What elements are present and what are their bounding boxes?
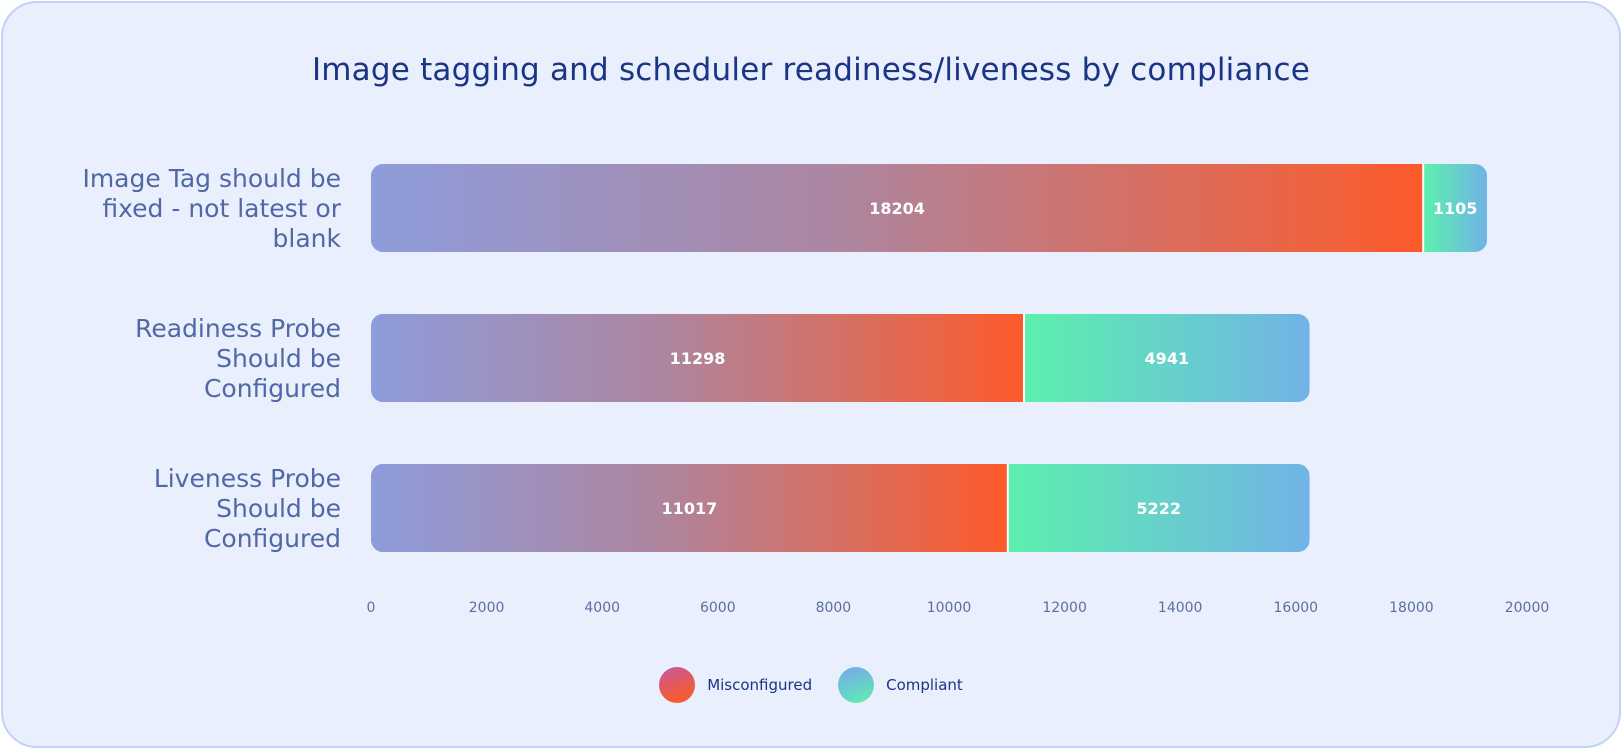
x-tick-label: 8000: [816, 600, 852, 616]
data-label: 11017: [662, 499, 718, 518]
bar-row: [371, 464, 1310, 552]
chart-title: Image tagging and scheduler readiness/li…: [311, 52, 1311, 88]
x-tick-label: 10000: [927, 600, 972, 616]
bars-layer: 18204 1105 11298 4941 11017 5222: [371, 164, 1488, 552]
x-tick-label: 6000: [700, 600, 736, 616]
data-label: 1105: [1433, 199, 1478, 218]
x-tick-label: 2000: [469, 600, 505, 616]
bar-compliant[interactable]: [1423, 164, 1488, 252]
x-tick-label: 0: [367, 600, 376, 616]
segment-divider: [1006, 464, 1009, 552]
data-label: 18204: [869, 199, 925, 218]
legend-swatch-misconfigured: [659, 667, 696, 703]
x-tick-label: 20000: [1505, 600, 1550, 616]
segment-divider: [1023, 314, 1026, 402]
x-axis: 0 2000 4000 6000 8000 10000 12000 14000 16000 180…: [367, 600, 1550, 616]
bar-misconfigured[interactable]: [371, 314, 1025, 402]
x-tick-label: 18000: [1389, 600, 1434, 616]
legend: Misconfigured Compliant: [0, 667, 1622, 703]
x-tick-label: 4000: [584, 600, 620, 616]
data-label: 5222: [1136, 499, 1181, 518]
segment-divider: [1422, 164, 1425, 252]
legend-swatch-compliant: [838, 667, 875, 703]
legend-item-misconfigured[interactable]: Misconfigured: [659, 667, 812, 703]
legend-item-compliant[interactable]: Compliant: [838, 667, 963, 703]
category-labels: Image Tag should be fixed - not latest or…: [82, 164, 341, 553]
x-tick-label: 12000: [1042, 600, 1087, 616]
legend-label-misconfigured: Misconfigured: [707, 676, 813, 694]
x-tick-label: 14000: [1158, 600, 1203, 616]
category-label: Image Tag should be fixed - not latest or…: [82, 164, 341, 253]
data-label: 11298: [670, 349, 726, 368]
bar-row: [371, 164, 1488, 252]
bar-misconfigured[interactable]: [371, 464, 1008, 552]
category-label: Readiness Probe Should be Configured: [135, 314, 341, 403]
bar-misconfigured[interactable]: [371, 164, 1424, 252]
bar-compliant[interactable]: [1007, 464, 1310, 552]
data-label: 4941: [1145, 349, 1190, 368]
bar-row: [371, 314, 1310, 402]
legend-label-compliant: Compliant: [886, 676, 963, 694]
bar-compliant[interactable]: [1024, 314, 1310, 402]
x-tick-label: 16000: [1274, 600, 1319, 616]
category-label: Liveness Probe Should be Configured: [154, 464, 341, 553]
